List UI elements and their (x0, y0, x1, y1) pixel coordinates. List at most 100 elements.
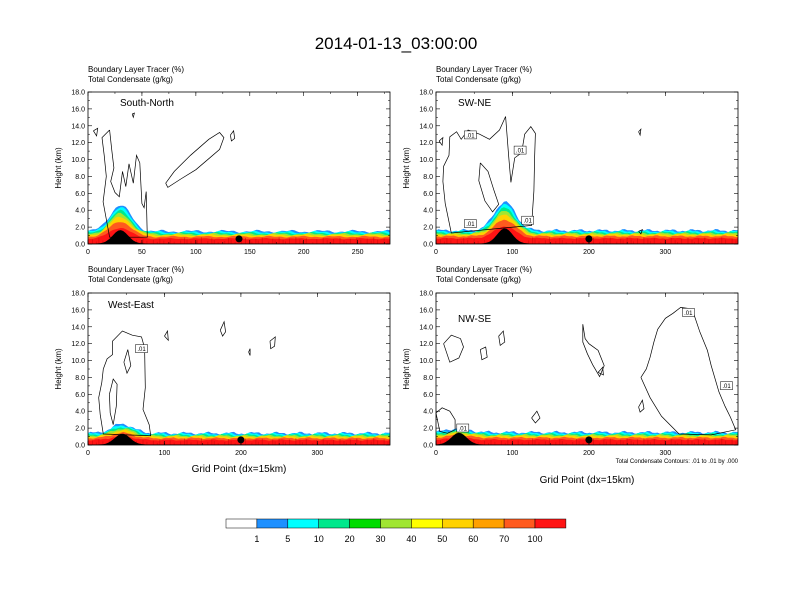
tracer-streak (370, 240, 372, 244)
tracer-streak (159, 439, 161, 445)
y-tick-label: 2.0 (75, 225, 85, 232)
tracer-streak (637, 238, 638, 244)
tracer-streak (674, 240, 676, 244)
tracer-streak (670, 238, 672, 244)
tracer-streak (329, 443, 331, 445)
tracer-streak (169, 239, 171, 244)
tracer-streak (278, 237, 280, 244)
panel-west-east: .01 0.0 2.0 4.0 6.0 8.0 10.0 12.0 14.0 16.0 18.0 0 1… (71, 291, 391, 457)
tracer-streak (274, 240, 276, 244)
x-tick-label: 100 (507, 450, 519, 457)
contour-label: .01 (684, 311, 693, 317)
tracer-streak (366, 439, 368, 445)
panel-title-line2: Total Condensate (g/kg) (88, 275, 173, 284)
tracer-streak (620, 238, 622, 244)
y-tick-label: 4.0 (75, 409, 85, 416)
x-tick-label: 0 (86, 450, 90, 457)
tracer-streak (693, 241, 695, 244)
tracer-streak (228, 238, 230, 244)
tracer-streak (217, 242, 219, 244)
tracer-streak (440, 440, 441, 445)
tracer-streak (257, 240, 259, 244)
x-axis-label: Grid Point (dx=15km) (540, 475, 635, 486)
tracer-streak (559, 238, 561, 244)
tracer-streak (565, 242, 567, 244)
y-tick-label: 16.0 (71, 307, 85, 314)
tracer-streak (356, 438, 358, 445)
condensate-contour (131, 112, 135, 119)
tracer-streak (272, 238, 274, 244)
x-tick-label: 200 (235, 450, 247, 457)
tracer-streak (305, 439, 307, 445)
tracer-streak (230, 440, 232, 445)
panel-label: SW-NE (458, 98, 491, 109)
y-tick-label: 6.0 (423, 392, 433, 399)
tracer-streak (578, 440, 580, 445)
x-tick-label: 0 (434, 249, 438, 256)
tracer-streak (500, 440, 502, 445)
tracer-streak (322, 238, 324, 244)
y-tick-label: 16.0 (419, 307, 433, 314)
tracer-streak (305, 238, 307, 244)
tracer-streak (697, 439, 699, 445)
colorbar-label: 5 (285, 534, 290, 544)
tracer-streak (329, 242, 331, 244)
contour-label-box (521, 215, 534, 225)
contour-footnote: Total Condensate Contours: .01 to .01 by… (616, 459, 739, 465)
y-tick-label: 2.0 (75, 426, 85, 433)
tracer-streak (576, 238, 578, 244)
condensate-contour (269, 336, 276, 350)
y-axis-label: Height (km) (402, 348, 411, 390)
tracer-streak (714, 439, 716, 445)
tracer-streak (207, 442, 209, 445)
tracer-streak (643, 237, 645, 244)
tracer-streak (88, 443, 89, 445)
tracer-streak (207, 241, 209, 244)
tracer-streak (343, 240, 345, 244)
tracer-streak (98, 238, 100, 244)
y-tick-label: 10.0 (419, 358, 433, 365)
tracer-streak (534, 440, 536, 445)
condensate-contour (597, 366, 604, 376)
tracer-streak (261, 237, 263, 244)
tracer-streak (301, 241, 303, 244)
condensate-contour (164, 329, 169, 342)
tracer-streak (299, 239, 301, 244)
condensate-contour (531, 410, 541, 424)
tracer-streak (649, 442, 651, 445)
tracer-streak (714, 238, 716, 244)
x-tick-label: 200 (583, 249, 595, 256)
tracer-streak (721, 237, 723, 244)
x-tick-label: 100 (159, 450, 171, 457)
colorbar-swatch (472, 518, 505, 529)
tracer-streak (460, 241, 462, 244)
tracer-streak (708, 239, 710, 244)
contour-label-box (682, 308, 695, 317)
plot-area (436, 92, 738, 244)
tracer-streak (534, 239, 536, 244)
tracer-streak (278, 438, 280, 445)
y-tick-label: 0.0 (423, 443, 433, 450)
tracer-streak (664, 440, 666, 445)
figure-title: 2014-01-13_03:00:00 (315, 34, 478, 53)
tracer-streak (345, 442, 347, 445)
y-tick-label: 0.0 (75, 443, 85, 450)
tracer-streak (349, 439, 351, 445)
tracer-streak (565, 443, 567, 445)
tracer-streak (528, 240, 530, 244)
tracer-streak (251, 241, 253, 244)
tracer-streak (538, 442, 540, 445)
panel-title-line1: Boundary Layer Tracer (%) (88, 65, 184, 74)
tracer-streak (234, 443, 236, 445)
contour-label-box (464, 130, 477, 140)
tracer-streak (142, 439, 144, 445)
tracer-streak (582, 443, 584, 445)
condensate-contour (638, 228, 643, 235)
tracer-streak (649, 241, 651, 244)
tracer-streak (200, 438, 202, 445)
tracer-streak (360, 440, 362, 445)
tracer-streak (693, 442, 695, 445)
tracer-streak (272, 439, 274, 445)
tracer-streak (538, 241, 540, 244)
y-tick-label: 18.0 (71, 90, 85, 97)
